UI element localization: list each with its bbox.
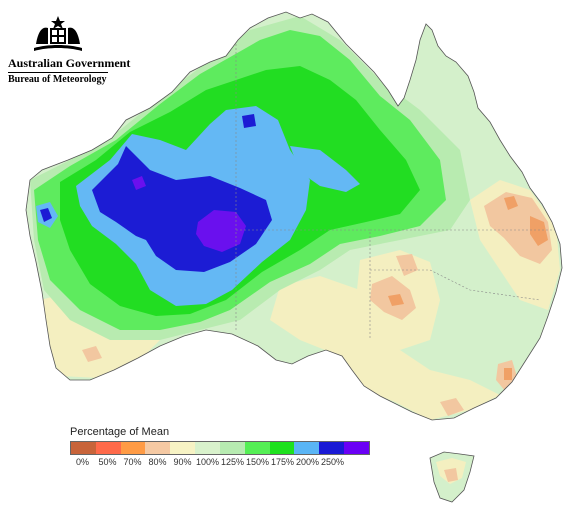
zone-near-mean-south bbox=[270, 276, 500, 420]
legend-label: 100% bbox=[195, 457, 220, 467]
zone-dry-sw bbox=[82, 346, 102, 362]
legend-swatch bbox=[244, 442, 270, 454]
legend-label: 80% bbox=[148, 457, 167, 467]
mainland bbox=[25, 11, 563, 421]
zone-wet-250-w bbox=[40, 208, 52, 222]
legend-label: 125% bbox=[220, 457, 245, 467]
legend-swatch bbox=[219, 442, 245, 454]
zone-wet-max-w bbox=[132, 176, 146, 190]
legend-swatch bbox=[145, 442, 171, 454]
legend-label: 90% bbox=[173, 457, 192, 467]
tasmania bbox=[429, 451, 475, 503]
legend-swatch bbox=[120, 442, 146, 454]
tasmania-dry bbox=[444, 468, 458, 482]
zone-dry-centre-core bbox=[388, 294, 404, 306]
legend-label: 0% bbox=[75, 457, 90, 467]
agency-branding: Australian Government Bureau of Meteorol… bbox=[8, 14, 131, 85]
legend-swatch bbox=[269, 442, 295, 454]
legend-swatch bbox=[170, 442, 196, 454]
zone-wet-250-n bbox=[242, 114, 256, 128]
zone-wet-max bbox=[196, 210, 246, 252]
government-name: Australian Government bbox=[8, 56, 131, 70]
zone-dry-east bbox=[484, 192, 552, 264]
zone-dry-centre-north bbox=[396, 254, 418, 276]
legend-swatch bbox=[71, 442, 96, 454]
legend-swatch bbox=[95, 442, 121, 454]
coat-of-arms-icon bbox=[34, 16, 82, 51]
legend-swatch bbox=[319, 442, 345, 454]
state-borders bbox=[235, 40, 560, 340]
legend-label: 70% bbox=[123, 457, 142, 467]
zone-dry-south bbox=[440, 398, 464, 416]
legend-label: 250% bbox=[320, 457, 345, 467]
legend-label: 175% bbox=[270, 457, 295, 467]
legend-swatch bbox=[294, 442, 320, 454]
zone-dry-east-spot bbox=[504, 196, 518, 210]
zone-dry-east-core bbox=[530, 216, 548, 246]
legend-label: 150% bbox=[245, 457, 270, 467]
zone-wet-200-ne bbox=[290, 146, 360, 192]
legend-swatch bbox=[344, 442, 369, 454]
legend-label: 50% bbox=[98, 457, 117, 467]
legend-swatch bbox=[195, 442, 220, 454]
map-legend: Percentage of Mean 0% 50% 70% 80% 90% 100% 125… bbox=[58, 426, 388, 469]
agency-name: Bureau of Meteorology bbox=[8, 74, 107, 85]
legend-color-bar bbox=[70, 441, 370, 455]
legend-label: 200% bbox=[295, 457, 320, 467]
legend-title: Percentage of Mean bbox=[70, 426, 170, 438]
branding-divider bbox=[8, 72, 108, 73]
legend-labels: 0% 50% 70% 80% 90% 100% 125% 150% 175% 200% 250% bbox=[70, 457, 370, 469]
zone-dry-se-core bbox=[504, 368, 512, 380]
mainland-coastline bbox=[25, 11, 563, 421]
